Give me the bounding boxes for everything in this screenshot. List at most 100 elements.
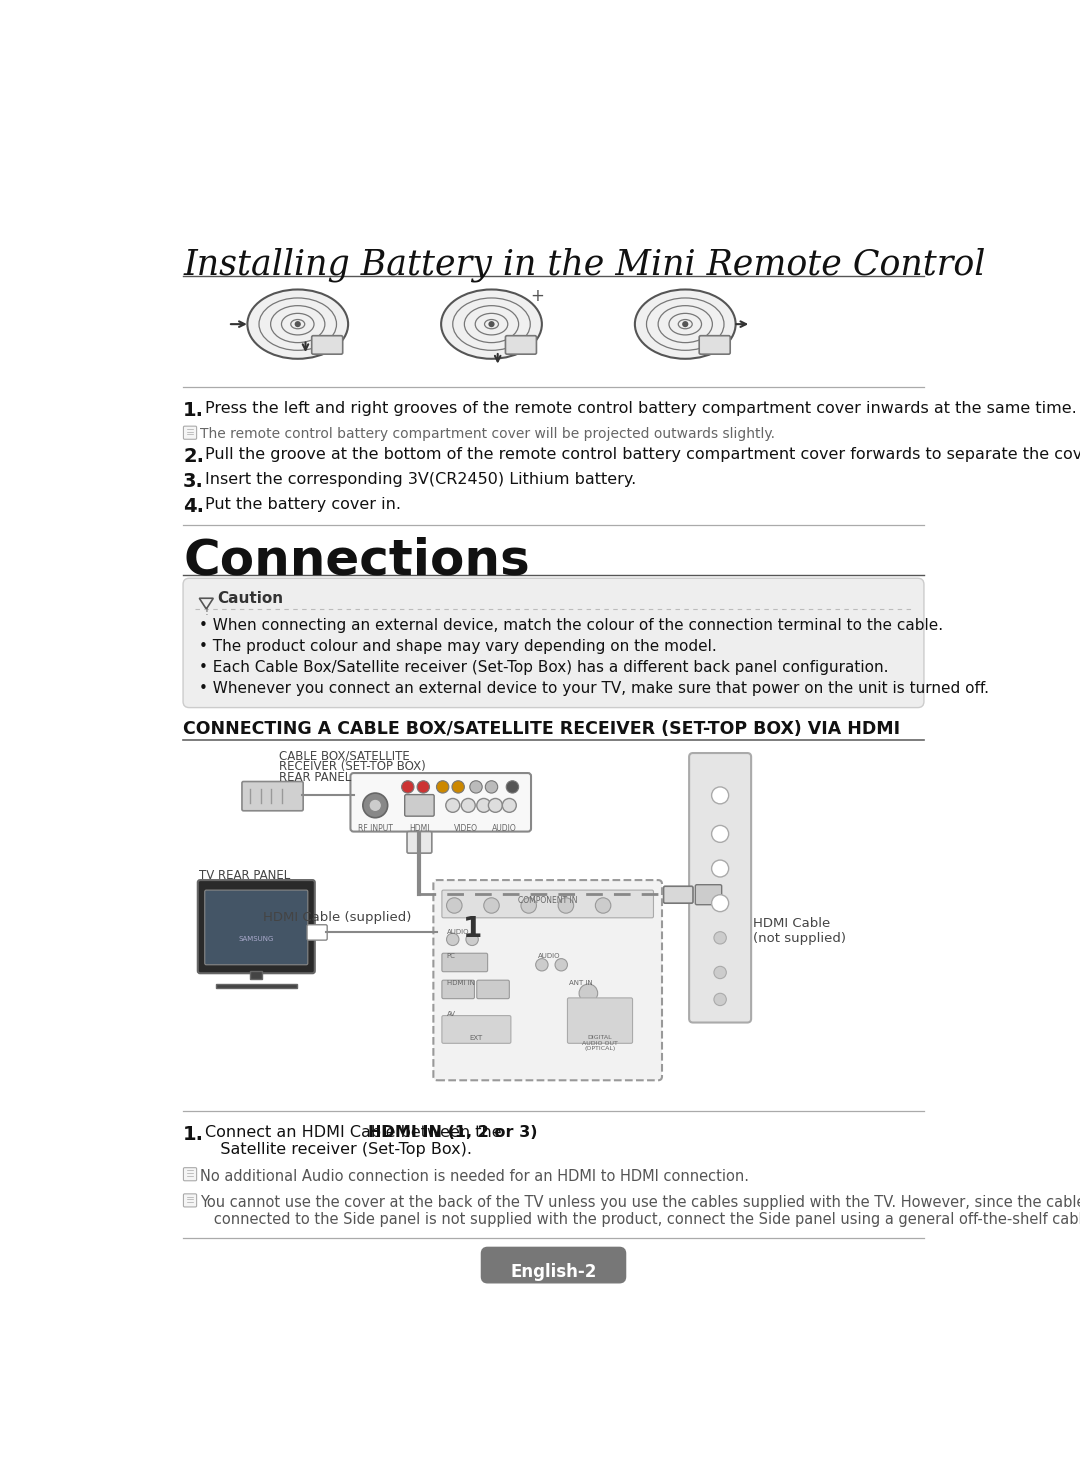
- Text: • Each Cable Box/Satellite receiver (Set-Top Box) has a different back panel con: • Each Cable Box/Satellite receiver (Set…: [199, 659, 888, 674]
- FancyBboxPatch shape: [442, 953, 488, 972]
- Text: HDMI IN (1, 2 or 3): HDMI IN (1, 2 or 3): [368, 1125, 538, 1140]
- Text: REAR PANEL: REAR PANEL: [279, 771, 351, 784]
- FancyBboxPatch shape: [442, 891, 653, 917]
- Circle shape: [470, 781, 482, 793]
- Text: !: !: [204, 606, 208, 617]
- Circle shape: [712, 895, 729, 911]
- Text: HDMI: HDMI: [409, 824, 430, 833]
- FancyBboxPatch shape: [184, 1194, 197, 1206]
- Text: HDMI Cable (supplied): HDMI Cable (supplied): [264, 911, 411, 923]
- Circle shape: [446, 934, 459, 946]
- Bar: [458, 906, 486, 932]
- Text: 4.: 4.: [183, 496, 204, 516]
- Text: Insert the corresponding 3V(CR2450) Lithium battery.: Insert the corresponding 3V(CR2450) Lith…: [205, 471, 636, 488]
- Circle shape: [295, 322, 301, 328]
- Text: 1: 1: [462, 914, 482, 943]
- Text: Connect an HDMI Cable between the: Connect an HDMI Cable between the: [205, 1125, 507, 1140]
- FancyBboxPatch shape: [442, 1015, 511, 1043]
- Circle shape: [536, 959, 548, 971]
- Circle shape: [714, 932, 727, 944]
- Text: Pull the groove at the bottom of the remote control battery compartment cover fo: Pull the groove at the bottom of the rem…: [205, 448, 1080, 462]
- Text: AUDIO: AUDIO: [492, 824, 517, 833]
- Bar: [216, 984, 297, 988]
- Text: HDMI Cable
(not supplied): HDMI Cable (not supplied): [754, 917, 847, 946]
- Circle shape: [369, 799, 381, 812]
- FancyBboxPatch shape: [482, 1248, 625, 1283]
- Text: AUDIO: AUDIO: [446, 929, 469, 935]
- FancyBboxPatch shape: [476, 980, 510, 999]
- Text: SAMSUNG: SAMSUNG: [239, 937, 273, 943]
- FancyBboxPatch shape: [307, 925, 327, 940]
- FancyBboxPatch shape: [567, 997, 633, 1043]
- Text: Put the battery cover in.: Put the battery cover in.: [205, 496, 401, 511]
- FancyBboxPatch shape: [312, 336, 342, 354]
- Circle shape: [463, 1017, 476, 1029]
- FancyBboxPatch shape: [699, 336, 730, 354]
- Circle shape: [683, 322, 688, 328]
- Text: 1.: 1.: [183, 1125, 204, 1144]
- FancyBboxPatch shape: [184, 427, 197, 439]
- FancyBboxPatch shape: [505, 336, 537, 354]
- FancyBboxPatch shape: [663, 886, 693, 903]
- Text: AV: AV: [446, 1011, 456, 1017]
- Circle shape: [555, 959, 567, 971]
- Text: • When connecting an external device, match the colour of the connection termina: • When connecting an external device, ma…: [199, 618, 943, 633]
- Circle shape: [595, 898, 611, 913]
- Circle shape: [417, 781, 430, 793]
- Circle shape: [451, 781, 464, 793]
- Circle shape: [712, 825, 729, 842]
- FancyBboxPatch shape: [696, 885, 721, 904]
- Circle shape: [714, 966, 727, 978]
- FancyBboxPatch shape: [407, 831, 432, 854]
- Text: Connections: Connections: [183, 536, 530, 585]
- Text: ANT IN: ANT IN: [569, 980, 593, 986]
- Text: You cannot use the cover at the back of the TV unless you use the cables supplie: You cannot use the cover at the back of …: [200, 1194, 1080, 1227]
- Circle shape: [712, 860, 729, 877]
- Ellipse shape: [635, 289, 735, 359]
- Ellipse shape: [441, 289, 542, 359]
- Circle shape: [363, 793, 388, 818]
- FancyBboxPatch shape: [442, 980, 474, 999]
- Text: +: +: [530, 288, 544, 305]
- Circle shape: [402, 781, 414, 793]
- FancyBboxPatch shape: [183, 578, 924, 707]
- Text: The remote control battery compartment cover will be projected outwards slightly: The remote control battery compartment c…: [200, 427, 775, 442]
- Bar: [249, 971, 262, 978]
- Circle shape: [712, 787, 729, 803]
- Circle shape: [502, 799, 516, 812]
- Circle shape: [461, 799, 475, 812]
- Text: Installing Battery in the Mini Remote Control: Installing Battery in the Mini Remote Co…: [183, 247, 985, 282]
- FancyBboxPatch shape: [689, 753, 751, 1023]
- Text: AUDIO: AUDIO: [538, 953, 561, 959]
- Circle shape: [481, 1017, 494, 1029]
- FancyBboxPatch shape: [350, 774, 531, 831]
- Text: Press the left and right grooves of the remote control battery compartment cover: Press the left and right grooves of the …: [205, 402, 1077, 416]
- FancyBboxPatch shape: [405, 794, 434, 817]
- FancyBboxPatch shape: [184, 1168, 197, 1181]
- FancyBboxPatch shape: [433, 880, 662, 1080]
- Text: EXT: EXT: [470, 1034, 483, 1040]
- Circle shape: [446, 1017, 459, 1029]
- Circle shape: [488, 322, 495, 328]
- Text: CABLE BOX/SATELLITE: CABLE BOX/SATELLITE: [279, 750, 410, 762]
- Text: English-2: English-2: [511, 1263, 596, 1280]
- Circle shape: [484, 898, 499, 913]
- Circle shape: [521, 898, 537, 913]
- Text: DIGITAL
AUDIO OUT
(OPTICAL): DIGITAL AUDIO OUT (OPTICAL): [582, 1034, 618, 1051]
- Text: RECEIVER (SET-TOP BOX): RECEIVER (SET-TOP BOX): [279, 760, 426, 774]
- Text: 3.: 3.: [183, 471, 204, 491]
- Text: TV REAR PANEL: TV REAR PANEL: [199, 868, 289, 882]
- Circle shape: [558, 898, 573, 913]
- Circle shape: [446, 898, 462, 913]
- Circle shape: [476, 799, 490, 812]
- FancyBboxPatch shape: [205, 891, 308, 965]
- Ellipse shape: [247, 289, 348, 359]
- Circle shape: [488, 799, 502, 812]
- Text: PC: PC: [446, 953, 456, 959]
- Circle shape: [446, 799, 460, 812]
- Circle shape: [436, 781, 449, 793]
- Text: CONNECTING A CABLE BOX/SATELLITE RECEIVER (SET-TOP BOX) VIA HDMI: CONNECTING A CABLE BOX/SATELLITE RECEIVE…: [183, 720, 900, 738]
- Circle shape: [465, 934, 478, 946]
- Circle shape: [714, 993, 727, 1006]
- Circle shape: [485, 781, 498, 793]
